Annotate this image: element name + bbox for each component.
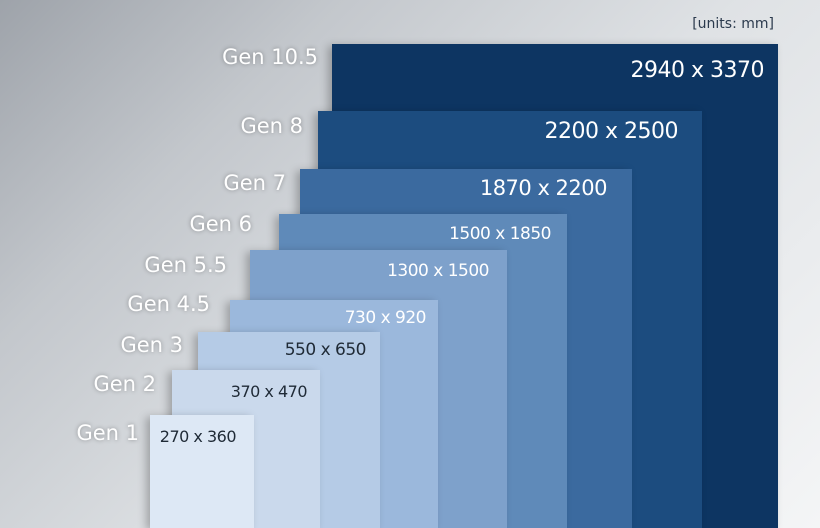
gen-label: Gen 2 [93,372,156,396]
units-note: [units: mm] [692,16,774,32]
gen-label: Gen 1 [76,421,139,445]
gen-label: Gen 8 [240,114,303,138]
size-label: 1870 x 2200 [479,176,608,200]
size-label: 1500 x 1850 [449,224,551,244]
size-label: 2940 x 3370 [630,58,765,83]
gen-label: Gen 7 [223,171,286,195]
size-label: 270 x 360 [159,427,237,446]
gen-label: Gen 3 [120,333,183,357]
gen-label: Gen 4.5 [127,292,210,316]
size-label: 550 x 650 [284,340,367,360]
gen-label: Gen 6 [189,212,252,236]
size-label: 730 x 920 [344,308,427,328]
gen-label: Gen 10.5 [222,45,318,69]
size-label: 2200 x 2500 [544,119,679,144]
panel-gen-1: 270 x 360 [150,415,254,528]
size-label: 1300 x 1500 [387,261,489,281]
size-label: 370 x 470 [230,382,308,401]
gen-label: Gen 5.5 [144,253,227,277]
